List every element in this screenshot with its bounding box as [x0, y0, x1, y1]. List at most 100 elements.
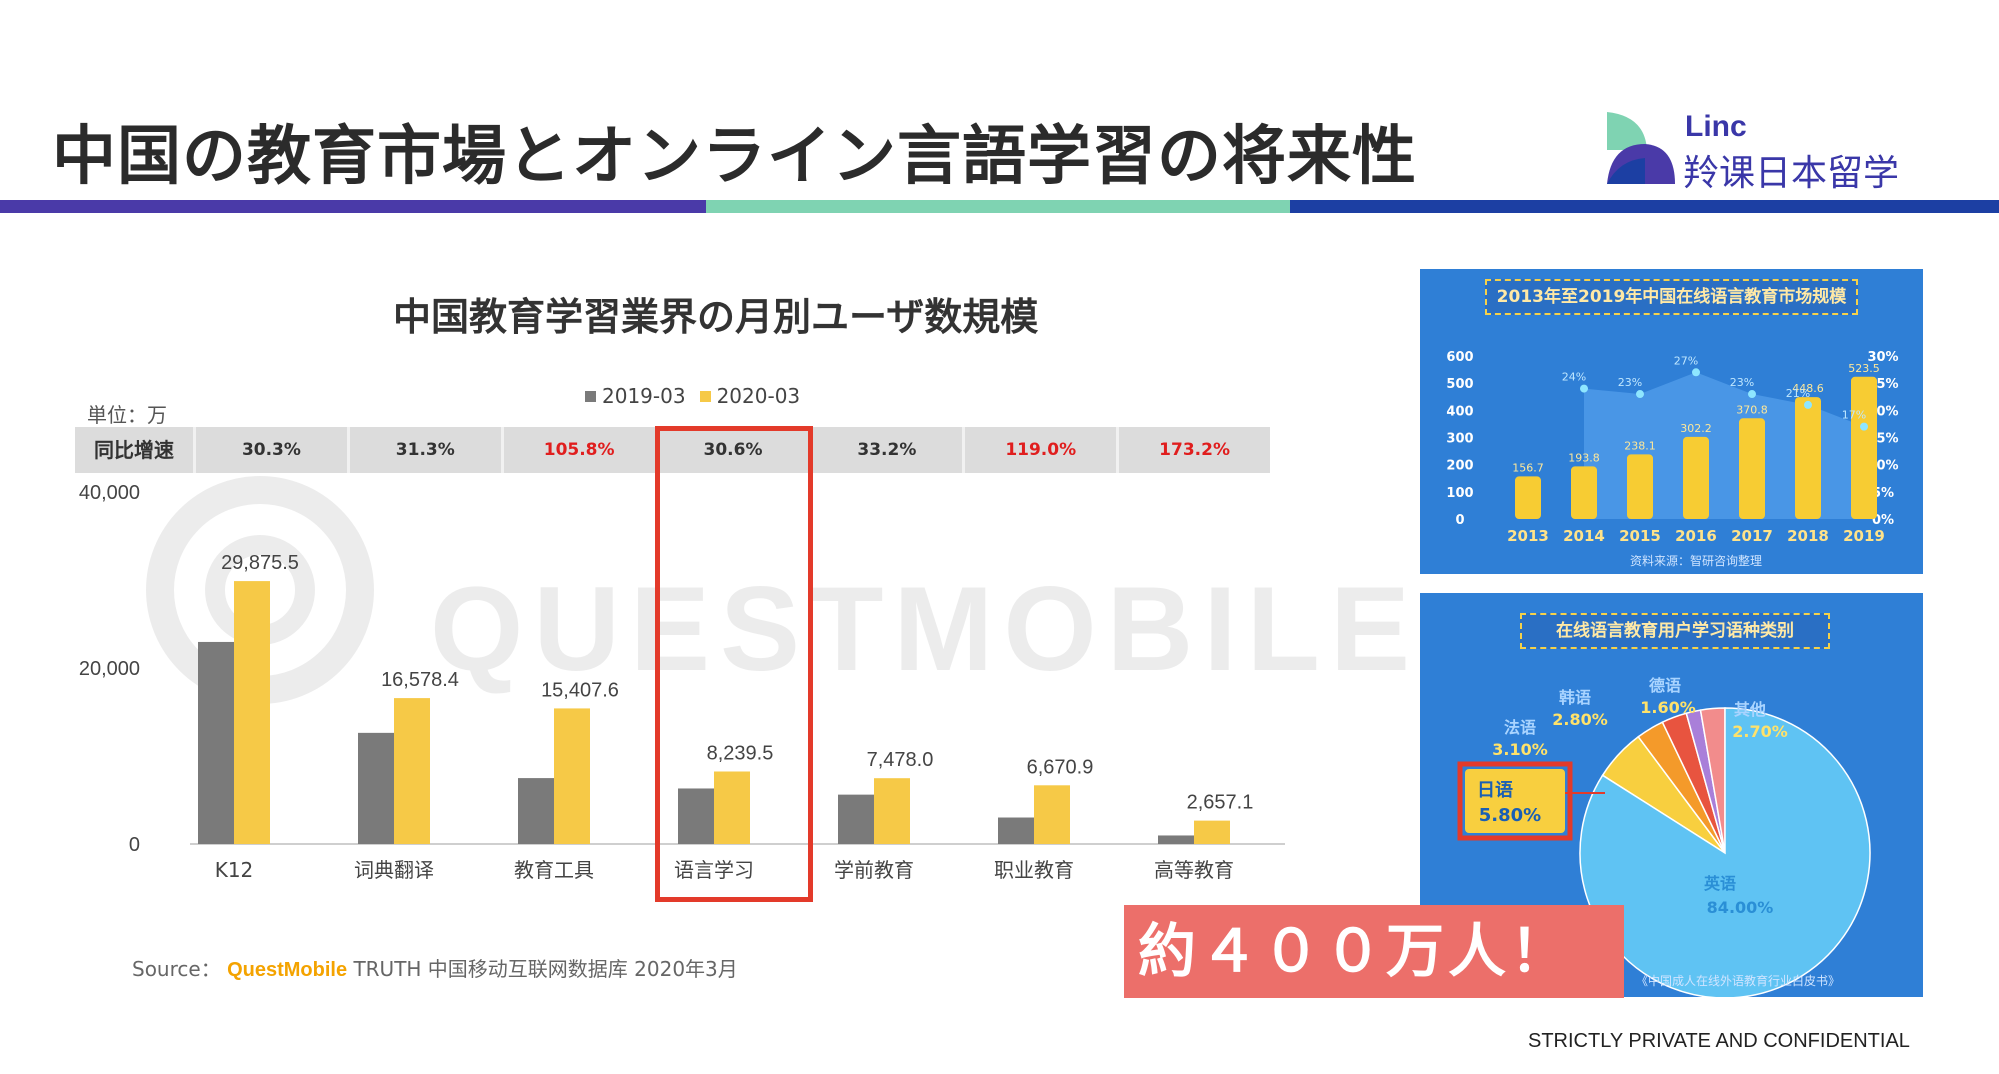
legend-item-2019: 2019-03	[585, 384, 686, 408]
japanese-label-bg	[1465, 769, 1565, 833]
source-brand: QuestMobile	[227, 959, 348, 981]
bar-2020-03-职业教育	[1034, 785, 1070, 844]
growth-label: 23%	[1730, 376, 1754, 389]
growth-label: 24%	[1562, 371, 1586, 384]
growth-label: 21%	[1786, 387, 1810, 400]
x-category-label: 语言学习	[674, 858, 754, 882]
bar-2019-03-高等教育	[1158, 835, 1194, 844]
bar-2020-03-词典翻译	[394, 698, 430, 844]
logo-text-en: Linc	[1685, 110, 1747, 143]
market-size-title: 2013年至2019年中国在线语言教育市场规模	[1485, 279, 1858, 315]
market-year-label: 2015	[1619, 527, 1661, 545]
pie-source: 《中国成人在线外语教育行业白皮书》	[1636, 973, 1840, 988]
market-bar-2016	[1683, 436, 1709, 519]
data-label: 15,407.6	[541, 679, 619, 701]
growth-rate-area	[1584, 372, 1864, 519]
source-prefix: Source：	[132, 957, 221, 981]
pie-label-name: 英语	[1703, 874, 1736, 893]
growth-point	[1804, 400, 1812, 409]
market-year-label: 2019	[1843, 527, 1885, 545]
x-category-label: 词典翻译	[354, 858, 434, 882]
growth-label: 23%	[1618, 376, 1642, 389]
left-axis-tick: 500	[1446, 377, 1473, 392]
legend-label-2019: 2019-03	[602, 384, 686, 408]
market-year-label: 2018	[1787, 527, 1829, 545]
x-category-label: K12	[215, 858, 254, 882]
bar-2020-03-高等教育	[1194, 820, 1230, 844]
japanese-highlight-box	[1457, 761, 1573, 841]
market-bar-label: 238.1	[1624, 439, 1656, 452]
market-year-label: 2017	[1731, 527, 1773, 545]
market-year-label: 2016	[1675, 527, 1717, 545]
language-type-pie-chart: 英语 84.00% 法语 3.10% 韩语 2.80% 德语 1.60% 其他 2.70% 日语 5.…	[1457, 676, 1871, 997]
growth-point	[1860, 422, 1868, 431]
yoy-cell: 30.3%	[193, 427, 347, 473]
market-bar-label: 156.7	[1512, 461, 1544, 474]
bar-2019-03-词典翻译	[358, 732, 394, 844]
market-bar-2017	[1739, 418, 1765, 519]
market-bar-label: 193.8	[1568, 451, 1600, 464]
left-axis-tick: 600	[1446, 350, 1473, 365]
main-bar-chart: 0 20,000 40,000 29,875.5 K12 16,578.4 词典翻译 15,4…	[79, 482, 1285, 882]
yoy-cell: 33.2%	[808, 427, 962, 473]
growth-point	[1748, 390, 1756, 399]
growth-point	[1636, 390, 1644, 399]
market-bar-label: 448.6	[1792, 382, 1824, 395]
bar-2019-03-语言学习	[678, 788, 714, 844]
bar-2020-03-学前教育	[874, 778, 910, 844]
yoy-growth-row: 同比增速 30.3% 31.3% 105.8% 30.6% 33.2% 119.…	[75, 427, 1270, 473]
market-bar-2015	[1627, 454, 1653, 519]
market-year-label: 2014	[1563, 527, 1605, 545]
yoy-cell: 173.2%	[1116, 427, 1270, 473]
language-type-title: 在线语言教育用户学习语种类别	[1520, 613, 1830, 649]
slide-title: 中国の教育市場とオンライン言語学習の将来性	[52, 120, 1417, 194]
yoy-cell: 105.8%	[500, 427, 655, 473]
legend-label-2020: 2020-03	[716, 384, 801, 408]
logo-text-cn: 羚课日本留学	[1683, 153, 1900, 194]
chart-source: Source： QuestMobile TRUTH 中国移动互联网数据库 202…	[132, 953, 738, 982]
market-bar-2014	[1571, 466, 1597, 519]
market-bar-label: 370.8	[1736, 403, 1768, 416]
linc-logo: Linc 羚课日本留学	[1605, 110, 1905, 194]
market-year-label: 2013	[1507, 527, 1549, 545]
yoy-cell: 31.3%	[346, 427, 501, 473]
market-bar-label: 302.2	[1680, 422, 1712, 435]
growth-label: 27%	[1674, 354, 1698, 367]
market-size-source: 资料来源：智研咨询整理	[1630, 554, 1763, 568]
legend-swatch-2020	[699, 390, 711, 402]
market-size-panel: 600 500 400 300 200 100 0 30% 25% 20% 15% 10% 5% 0% 15…	[1420, 269, 1923, 574]
data-label: 16,578.4	[381, 669, 459, 691]
left-axis-tick: 200	[1446, 459, 1473, 474]
bar-2019-03-学前教育	[838, 794, 874, 844]
chart-legend: 2019-03 2020-03	[585, 384, 800, 408]
chart-title: 中国教育学習業界の月別ユーザ数規模	[393, 295, 1039, 339]
market-bar-2019	[1851, 376, 1877, 519]
bar-2020-03-教育工具	[554, 708, 590, 844]
pie-label-name: 其他	[1734, 700, 1766, 719]
data-label: 7,478.0	[867, 749, 934, 771]
chart-unit: 単位：万	[87, 403, 167, 427]
pie-label-name: 德语	[1649, 676, 1681, 695]
data-label: 29,875.5	[221, 552, 299, 574]
right-axis-tick: 30%	[1867, 350, 1898, 365]
left-axis-tick: 300	[1446, 432, 1473, 447]
data-label: 8,239.5	[707, 742, 774, 764]
pie-label-value: 2.70%	[1732, 722, 1788, 741]
pie-slice-英语	[1579, 707, 1871, 997]
questmobile-watermark: QUESTMOBILE	[130, 476, 1410, 704]
y-tick-label: 20,000	[79, 658, 140, 680]
pie-label-value: 3.10%	[1492, 740, 1548, 759]
yoy-cell: 119.0%	[962, 427, 1116, 473]
left-axis-tick: 0	[1455, 513, 1464, 528]
x-category-label: 教育工具	[514, 858, 594, 882]
pie-label-name: 法语	[1504, 718, 1536, 737]
japanese-label-value: 5.80%	[1479, 805, 1541, 826]
language-learning-highlight-box	[655, 426, 813, 902]
data-label: 6,670.9	[1027, 756, 1094, 778]
divider-stripe-purple	[0, 200, 706, 213]
callout-banner: 約４００万人！	[1124, 905, 1624, 998]
pie-label-value: 2.80%	[1552, 710, 1608, 729]
right-axis-tick: 5%	[1872, 486, 1894, 501]
x-category-label: 高等教育	[1154, 858, 1234, 882]
divider-stripe-green	[706, 200, 1290, 213]
